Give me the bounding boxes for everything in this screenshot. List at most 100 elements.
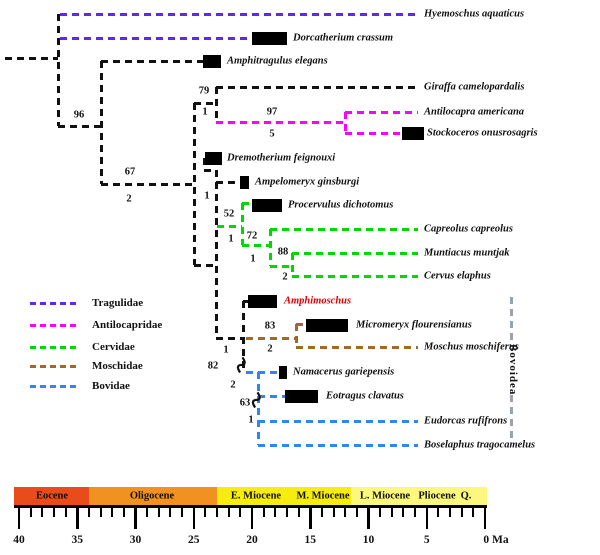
minor-tick — [99, 505, 102, 517]
major-tick — [425, 505, 428, 529]
minor-tick — [52, 505, 55, 517]
tick-label: 0 Ma — [483, 534, 509, 546]
branch-segment — [202, 158, 206, 170]
taxon-label: Amphitragulus elegans — [227, 55, 328, 67]
minor-tick — [285, 505, 288, 517]
branch-segment — [246, 370, 279, 374]
minor-tick — [227, 505, 230, 517]
fossil-range-bar — [205, 151, 222, 165]
taxon-label: Antilocapra americana — [424, 106, 525, 118]
minor-tick — [239, 505, 242, 517]
branch-segment — [258, 419, 418, 423]
support-value: 1 — [204, 190, 210, 202]
minor-tick — [379, 505, 382, 517]
branch-segment — [243, 299, 249, 303]
branch-segment — [216, 180, 240, 184]
major-tick — [250, 505, 254, 529]
branch-segment — [270, 227, 418, 231]
epoch-band — [14, 487, 89, 505]
minor-tick — [29, 505, 32, 517]
minor-tick — [146, 505, 149, 517]
tick-label: 25 — [188, 534, 200, 546]
support-value: 72 — [246, 230, 258, 242]
support-value: 1 — [248, 414, 254, 426]
support-value: 1 — [223, 344, 229, 356]
fossil-range-bar — [285, 389, 318, 403]
major-tick — [134, 505, 137, 529]
major-tick — [17, 505, 21, 529]
legend-item-label: Tragulidae — [92, 297, 144, 309]
minor-tick — [414, 505, 417, 517]
branch-segment — [214, 87, 218, 122]
branch-segment — [194, 263, 216, 267]
branch-segment — [192, 103, 196, 265]
branch-segment — [204, 168, 216, 172]
epoch-label: Oligocene — [129, 490, 175, 502]
branch-segment — [246, 336, 296, 340]
branch-break-icon — [231, 354, 255, 377]
fossil-range-bar — [252, 198, 282, 212]
branch-segment — [216, 336, 243, 340]
support-value: 88 — [277, 246, 289, 258]
branch-segment — [268, 229, 272, 266]
branch-segment — [60, 12, 418, 16]
minor-tick — [460, 505, 463, 517]
epoch-band — [457, 487, 487, 505]
legend-item-label: Moschidae — [92, 360, 143, 372]
minor-tick — [297, 505, 300, 517]
branch-segment — [256, 372, 260, 445]
taxon-label: Boselaphus tragocamelus — [424, 439, 536, 451]
fossil-range-bar — [240, 175, 249, 189]
epoch-band — [424, 487, 457, 505]
taxon-label: Cervus elaphus — [424, 270, 491, 282]
tick-label: 40 — [13, 534, 25, 546]
legend-swatch-dash — [30, 384, 77, 388]
epoch-label: Q. — [460, 490, 472, 502]
major-tick — [309, 505, 312, 529]
branch-segment — [101, 59, 203, 63]
branch-segment — [240, 203, 244, 245]
minor-tick — [390, 505, 393, 517]
epoch-label: E. Miocene — [230, 490, 282, 502]
branch-segment — [216, 120, 345, 124]
branch-segment — [60, 36, 252, 40]
support-value: 5 — [269, 128, 275, 140]
tick-label: 5 — [423, 534, 430, 546]
taxon-label: Amphimoschus — [284, 295, 352, 307]
minor-tick — [204, 505, 207, 517]
branch-segment — [290, 253, 294, 276]
epoch-label: L. Miocene — [359, 490, 411, 502]
branch-segment — [58, 124, 101, 128]
major-tick — [367, 505, 370, 529]
branch-segment — [509, 395, 513, 438]
taxon-label: Micromeryx flourensianus — [356, 319, 472, 331]
branch-segment — [296, 345, 418, 349]
taxon-label: Moschus moschiferus — [424, 341, 519, 353]
branch-segment — [214, 170, 218, 338]
taxon-label: Hyemoschus aquaticus — [424, 8, 525, 20]
taxon-label: Procervulus dichotomus — [288, 199, 394, 211]
branch-segment — [292, 251, 418, 255]
fossil-range-bar — [203, 54, 221, 68]
support-value: 1 — [250, 253, 256, 265]
support-value: 2 — [267, 343, 273, 355]
branch-segment — [345, 131, 402, 135]
legend-swatch-dash — [30, 364, 77, 368]
tick-label: 35 — [71, 534, 84, 546]
epoch-label: M. Miocene — [296, 490, 350, 502]
branch-segment — [296, 322, 306, 326]
legend-swatch-dash — [30, 301, 77, 305]
branch-segment — [270, 264, 292, 268]
minor-tick — [111, 505, 114, 517]
branch-segment — [294, 324, 298, 347]
taxon-label: Capreolus capreolus — [424, 223, 513, 235]
major-tick — [76, 505, 79, 529]
taxon-label: Namacerus gariepensis — [293, 366, 395, 378]
minor-tick — [181, 505, 184, 517]
minor-tick — [169, 505, 172, 517]
minor-tick — [320, 505, 323, 517]
taxon-label: Muntiacus muntjak — [424, 247, 510, 259]
taxon-label: Dorcatherium crassum — [293, 32, 394, 44]
minor-tick — [64, 505, 67, 517]
support-value: 67 — [124, 166, 136, 178]
